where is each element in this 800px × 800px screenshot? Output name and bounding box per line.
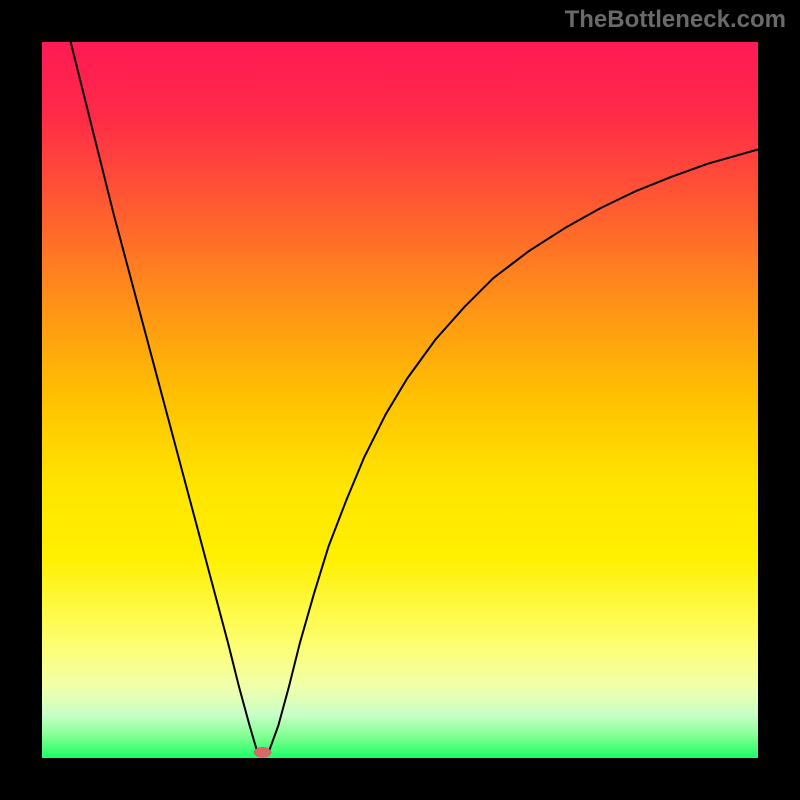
chart-container: TheBottleneck.com xyxy=(0,0,800,800)
plot-background xyxy=(42,42,758,758)
watermark-text: TheBottleneck.com xyxy=(565,6,786,34)
minimum-marker xyxy=(254,747,271,757)
plot-area xyxy=(42,42,758,758)
